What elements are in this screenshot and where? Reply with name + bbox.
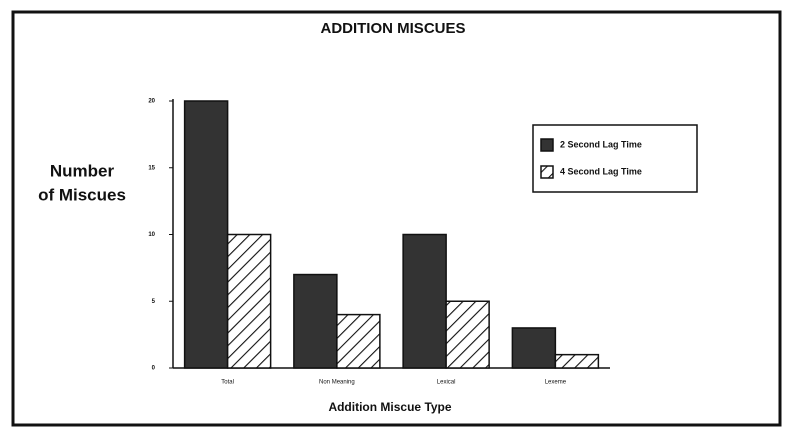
y-tick-label: 15	[148, 165, 155, 171]
bar	[402, 233, 447, 369]
bar	[554, 353, 600, 369]
y-tick-label: 10	[148, 232, 155, 238]
legend-label: 4 Second Lag Time	[560, 166, 642, 176]
frame	[11, 10, 782, 427]
chart-title: ADDITION MISCUES	[320, 20, 465, 37]
bar	[183, 100, 229, 369]
x-tick-label: Non Meaning	[319, 380, 355, 386]
y-axis-label: of Miscues	[38, 185, 126, 204]
legend-swatch	[540, 165, 554, 179]
bar	[511, 327, 557, 369]
legend-box	[532, 124, 698, 193]
bar	[226, 233, 272, 369]
x-tick-label: Lexical	[437, 380, 456, 386]
x-tick-label: Lexeme	[545, 380, 567, 386]
y-tick-label: 20	[148, 99, 155, 105]
legend-swatch	[540, 138, 554, 152]
bar	[336, 313, 381, 369]
bar	[293, 273, 338, 369]
legend-label: 2 Second Lag Time	[560, 139, 642, 149]
x-axis-label: Addition Miscue Type	[328, 400, 451, 414]
y-axis-label: Number	[50, 161, 115, 180]
y-tick-label: 0	[152, 366, 156, 372]
bar	[445, 300, 490, 369]
x-tick-label: Total	[221, 380, 234, 386]
y-tick-label: 5	[152, 299, 156, 305]
